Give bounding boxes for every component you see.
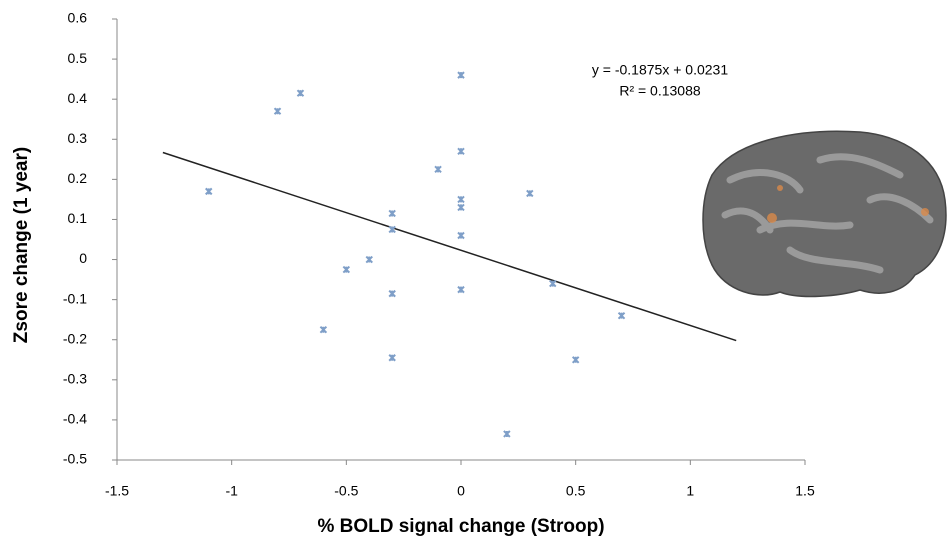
y-tick-label: -0.1 xyxy=(63,290,87,306)
point xyxy=(388,225,396,234)
point xyxy=(388,354,396,362)
point xyxy=(388,209,396,218)
x-tick-label: -0.5 xyxy=(334,483,358,499)
point xyxy=(205,187,213,196)
y-tick-label: 0.1 xyxy=(68,210,88,226)
point xyxy=(457,71,465,79)
point xyxy=(342,265,351,274)
x-axis-title: % BOLD signal change (Stroop) xyxy=(317,516,604,537)
point xyxy=(434,165,442,174)
point xyxy=(503,430,511,438)
point xyxy=(571,356,580,364)
point xyxy=(457,285,465,294)
y-tick-label: 0 xyxy=(79,250,87,266)
y-tick-label: 0.5 xyxy=(68,50,88,66)
y-tick-label: 0.4 xyxy=(68,90,88,106)
y-tick-label: -0.2 xyxy=(63,330,87,346)
y-axis-title: Zsore change (1 year) xyxy=(11,147,32,343)
y-tick-label: 0.6 xyxy=(68,10,88,26)
point xyxy=(457,231,465,240)
point xyxy=(526,189,534,198)
x-tick-label: 1.5 xyxy=(795,483,815,499)
point xyxy=(457,203,465,212)
point xyxy=(457,195,465,204)
point xyxy=(273,107,282,115)
point xyxy=(319,325,328,334)
x-tick-label: -1.5 xyxy=(105,483,129,499)
x-tick-label: 1 xyxy=(686,483,694,499)
point xyxy=(296,89,305,97)
point xyxy=(549,279,557,288)
brain-image xyxy=(702,130,947,298)
point xyxy=(457,147,465,156)
x-tick-label: -1 xyxy=(225,483,238,499)
x-tick-label: 0.5 xyxy=(566,483,586,499)
point xyxy=(365,255,373,264)
point xyxy=(617,311,626,320)
y-tick-label: 0.2 xyxy=(68,170,88,186)
y-tick-label: 0.3 xyxy=(68,130,88,146)
trendline xyxy=(162,151,737,342)
y-tick-label: -0.3 xyxy=(63,371,87,387)
x-tick-label: 0 xyxy=(457,483,465,499)
y-tick-label: -0.5 xyxy=(63,451,87,467)
point xyxy=(388,289,396,298)
r-squared: R² = 0.13088 xyxy=(619,83,701,99)
y-tick-label: -0.4 xyxy=(63,411,87,427)
equation: y = -0.1875x + 0.0231 xyxy=(592,62,728,78)
